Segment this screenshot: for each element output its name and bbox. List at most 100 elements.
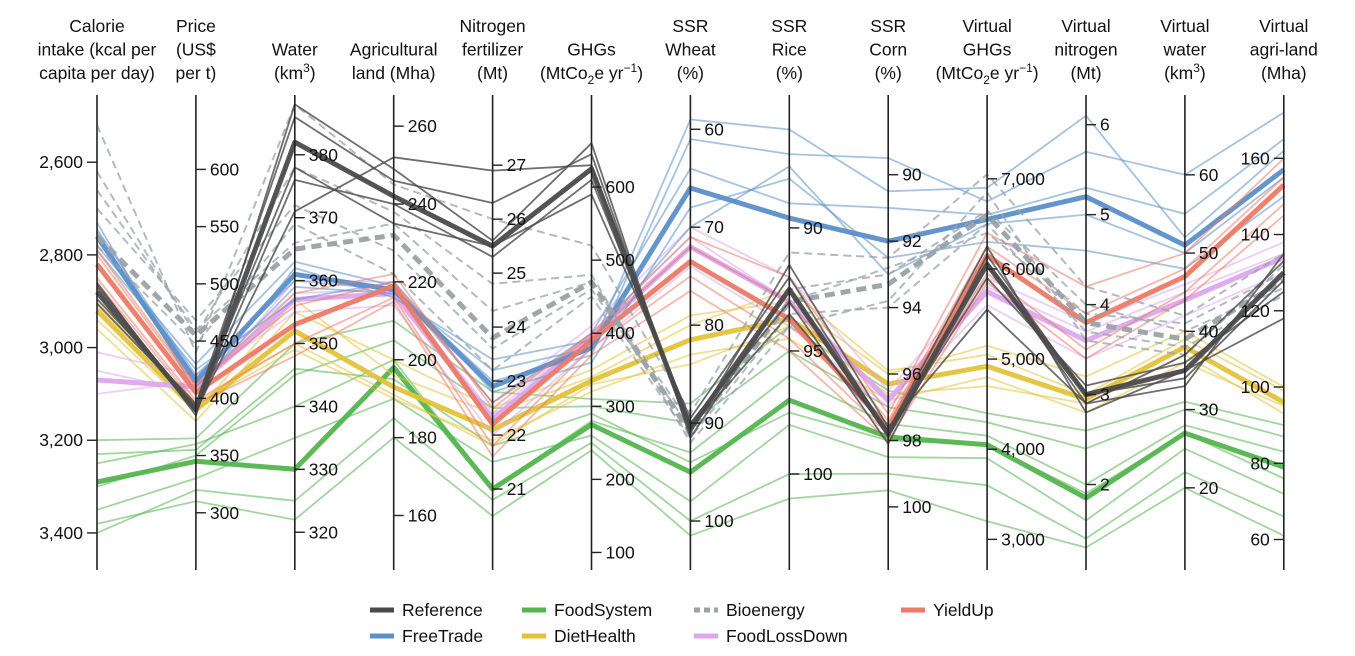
tick-label: 380 — [309, 145, 338, 165]
tick-label: 90 — [902, 165, 922, 185]
tick-label: 3,400 — [39, 523, 83, 543]
axis-title-line: (%) — [776, 63, 803, 83]
tick-label: 26 — [507, 209, 526, 229]
axis-ssrwheat: 60 70 80 90 100 SSR Wheat (%) — [665, 16, 734, 570]
tick-label: 30 — [1199, 400, 1219, 420]
tick-label: 23 — [507, 371, 526, 391]
tick-label: 7,000 — [1001, 169, 1045, 189]
axis-title-line: Water — [272, 40, 318, 60]
tick-label: 40 — [1199, 321, 1219, 341]
axis-title-line: GHGs — [963, 40, 1012, 60]
axis-title-line: (km3) — [274, 61, 316, 83]
legend: Reference FoodSystem Bioenergy YieldUp FreeT… — [370, 600, 994, 646]
tick-label: 6 — [1100, 115, 1110, 135]
axis-title-line: Virtual — [1160, 16, 1209, 36]
axis-ssrrice: 90 95 100 SSR Rice (%) — [771, 16, 833, 570]
axis-agland: 160 180 200 220 240 260 Agricultural land (Mha) — [350, 40, 438, 570]
tick-label: 95 — [803, 341, 822, 361]
legend-item-foodlossdown: FoodLossDown — [694, 626, 848, 646]
tick-label: 300 — [606, 396, 635, 416]
tick-label: 98 — [902, 430, 921, 450]
tick-label: 60 — [1199, 165, 1219, 185]
tick-label: 330 — [309, 459, 338, 479]
tick-label: 370 — [309, 208, 338, 228]
axis-title-line: capita per day) — [39, 63, 155, 83]
axis-vghg: 3,000 4,000 5,000 6,000 7,000 Virtual GHGs(MtC… — [936, 16, 1045, 570]
tick-label: 21 — [507, 479, 526, 499]
tick-label: 600 — [606, 177, 635, 197]
axis-title-line: Agricultural — [350, 40, 438, 60]
axis-title-line: Virtual — [962, 16, 1011, 36]
axis-title-line: Virtual — [1259, 16, 1308, 36]
tick-label: 400 — [210, 388, 239, 408]
tick-label: 300 — [210, 503, 239, 523]
axis-title-line: fertilizer — [462, 40, 523, 60]
axis-vnit: 2 3 4 5 6 Virtual nitrogen (Mt) — [1054, 16, 1118, 570]
axis-title-line: water — [1163, 40, 1207, 60]
tick-label: 2 — [1100, 475, 1110, 495]
axis-title-line: intake (kcal per — [38, 40, 157, 60]
tick-label: 550 — [210, 217, 239, 237]
tick-label: 320 — [309, 522, 338, 542]
axes-layer: 2,600 2,800 3,000 3,200 3,400 Calorie intake (… — [38, 16, 1318, 570]
axis-price: 300 350 400 450 500 550 600 Price (US$ per t) — [175, 16, 239, 570]
legend-label: YieldUp — [933, 600, 994, 620]
axis-title-line: Calorie — [69, 16, 124, 36]
legend-label: FoodSystem — [554, 600, 652, 620]
tick-label: 400 — [606, 323, 635, 343]
tick-label: 100 — [1241, 377, 1270, 397]
tick-label: 100 — [606, 542, 635, 562]
tick-label: 27 — [507, 155, 526, 175]
tick-label: 70 — [704, 217, 724, 237]
tick-label: 3,000 — [39, 338, 83, 358]
tick-label: 22 — [507, 425, 526, 445]
tick-label: 600 — [210, 159, 239, 179]
axis-title-line: (%) — [875, 63, 902, 83]
tick-label: 25 — [507, 263, 526, 283]
axis-title-line: (MtCo2e yr−1) — [936, 61, 1039, 87]
tick-label: 4,000 — [1001, 439, 1045, 459]
tick-label: 200 — [408, 350, 437, 370]
tick-label: 6,000 — [1001, 259, 1045, 279]
legend-item-bioenergy: Bioenergy — [694, 600, 805, 620]
tick-label: 96 — [902, 364, 921, 384]
axis-title-line: land (Mha) — [352, 63, 436, 83]
legend-item-diethealth: DietHealth — [522, 626, 636, 646]
tick-label: 90 — [803, 218, 823, 238]
tick-label: 220 — [408, 272, 437, 292]
tick-label: 3,200 — [39, 430, 83, 450]
tick-label: 94 — [902, 298, 922, 318]
tick-label: 60 — [704, 119, 724, 139]
axis-title-line: nitrogen — [1054, 40, 1117, 60]
tick-label: 60 — [1250, 530, 1270, 550]
axis-vagri: 60 80 100 120 140 160 Virtual agri-land (Mha) — [1241, 16, 1318, 570]
tick-label: 2,600 — [39, 152, 83, 172]
tick-label: 120 — [1241, 301, 1270, 321]
axis-title-line: Virtual — [1061, 16, 1110, 36]
tick-label: 4 — [1100, 295, 1110, 315]
tick-label: 24 — [507, 317, 527, 337]
axis-vwater: 20 30 40 50 60 Virtual water(km3) — [1160, 16, 1219, 570]
tick-label: 100 — [803, 464, 832, 484]
tick-label: 500 — [606, 250, 635, 270]
axis-title-line: agri-land — [1250, 40, 1318, 60]
tick-label: 160 — [1241, 148, 1270, 168]
tick-label: 80 — [1250, 453, 1270, 473]
axis-title-line: GHGs — [567, 40, 616, 60]
tick-label: 500 — [210, 274, 239, 294]
axis-title-line: SSR — [672, 16, 708, 36]
tick-label: 160 — [408, 505, 437, 525]
axis-title-line: Wheat — [665, 40, 716, 60]
tick-label: 20 — [1199, 478, 1219, 498]
tick-label: 260 — [408, 116, 437, 136]
axis-title-line: (Mt) — [477, 63, 508, 83]
axis-title-line: (Mt) — [1070, 63, 1101, 83]
axis-title-line: Nitrogen — [460, 16, 526, 36]
tick-label: 3,000 — [1001, 529, 1045, 549]
tick-label: 350 — [210, 446, 239, 466]
tick-label: 100 — [704, 511, 733, 531]
legend-label: FreeTrade — [402, 626, 483, 646]
axis-title-line: Corn — [869, 40, 907, 60]
tick-label: 50 — [1199, 243, 1219, 263]
